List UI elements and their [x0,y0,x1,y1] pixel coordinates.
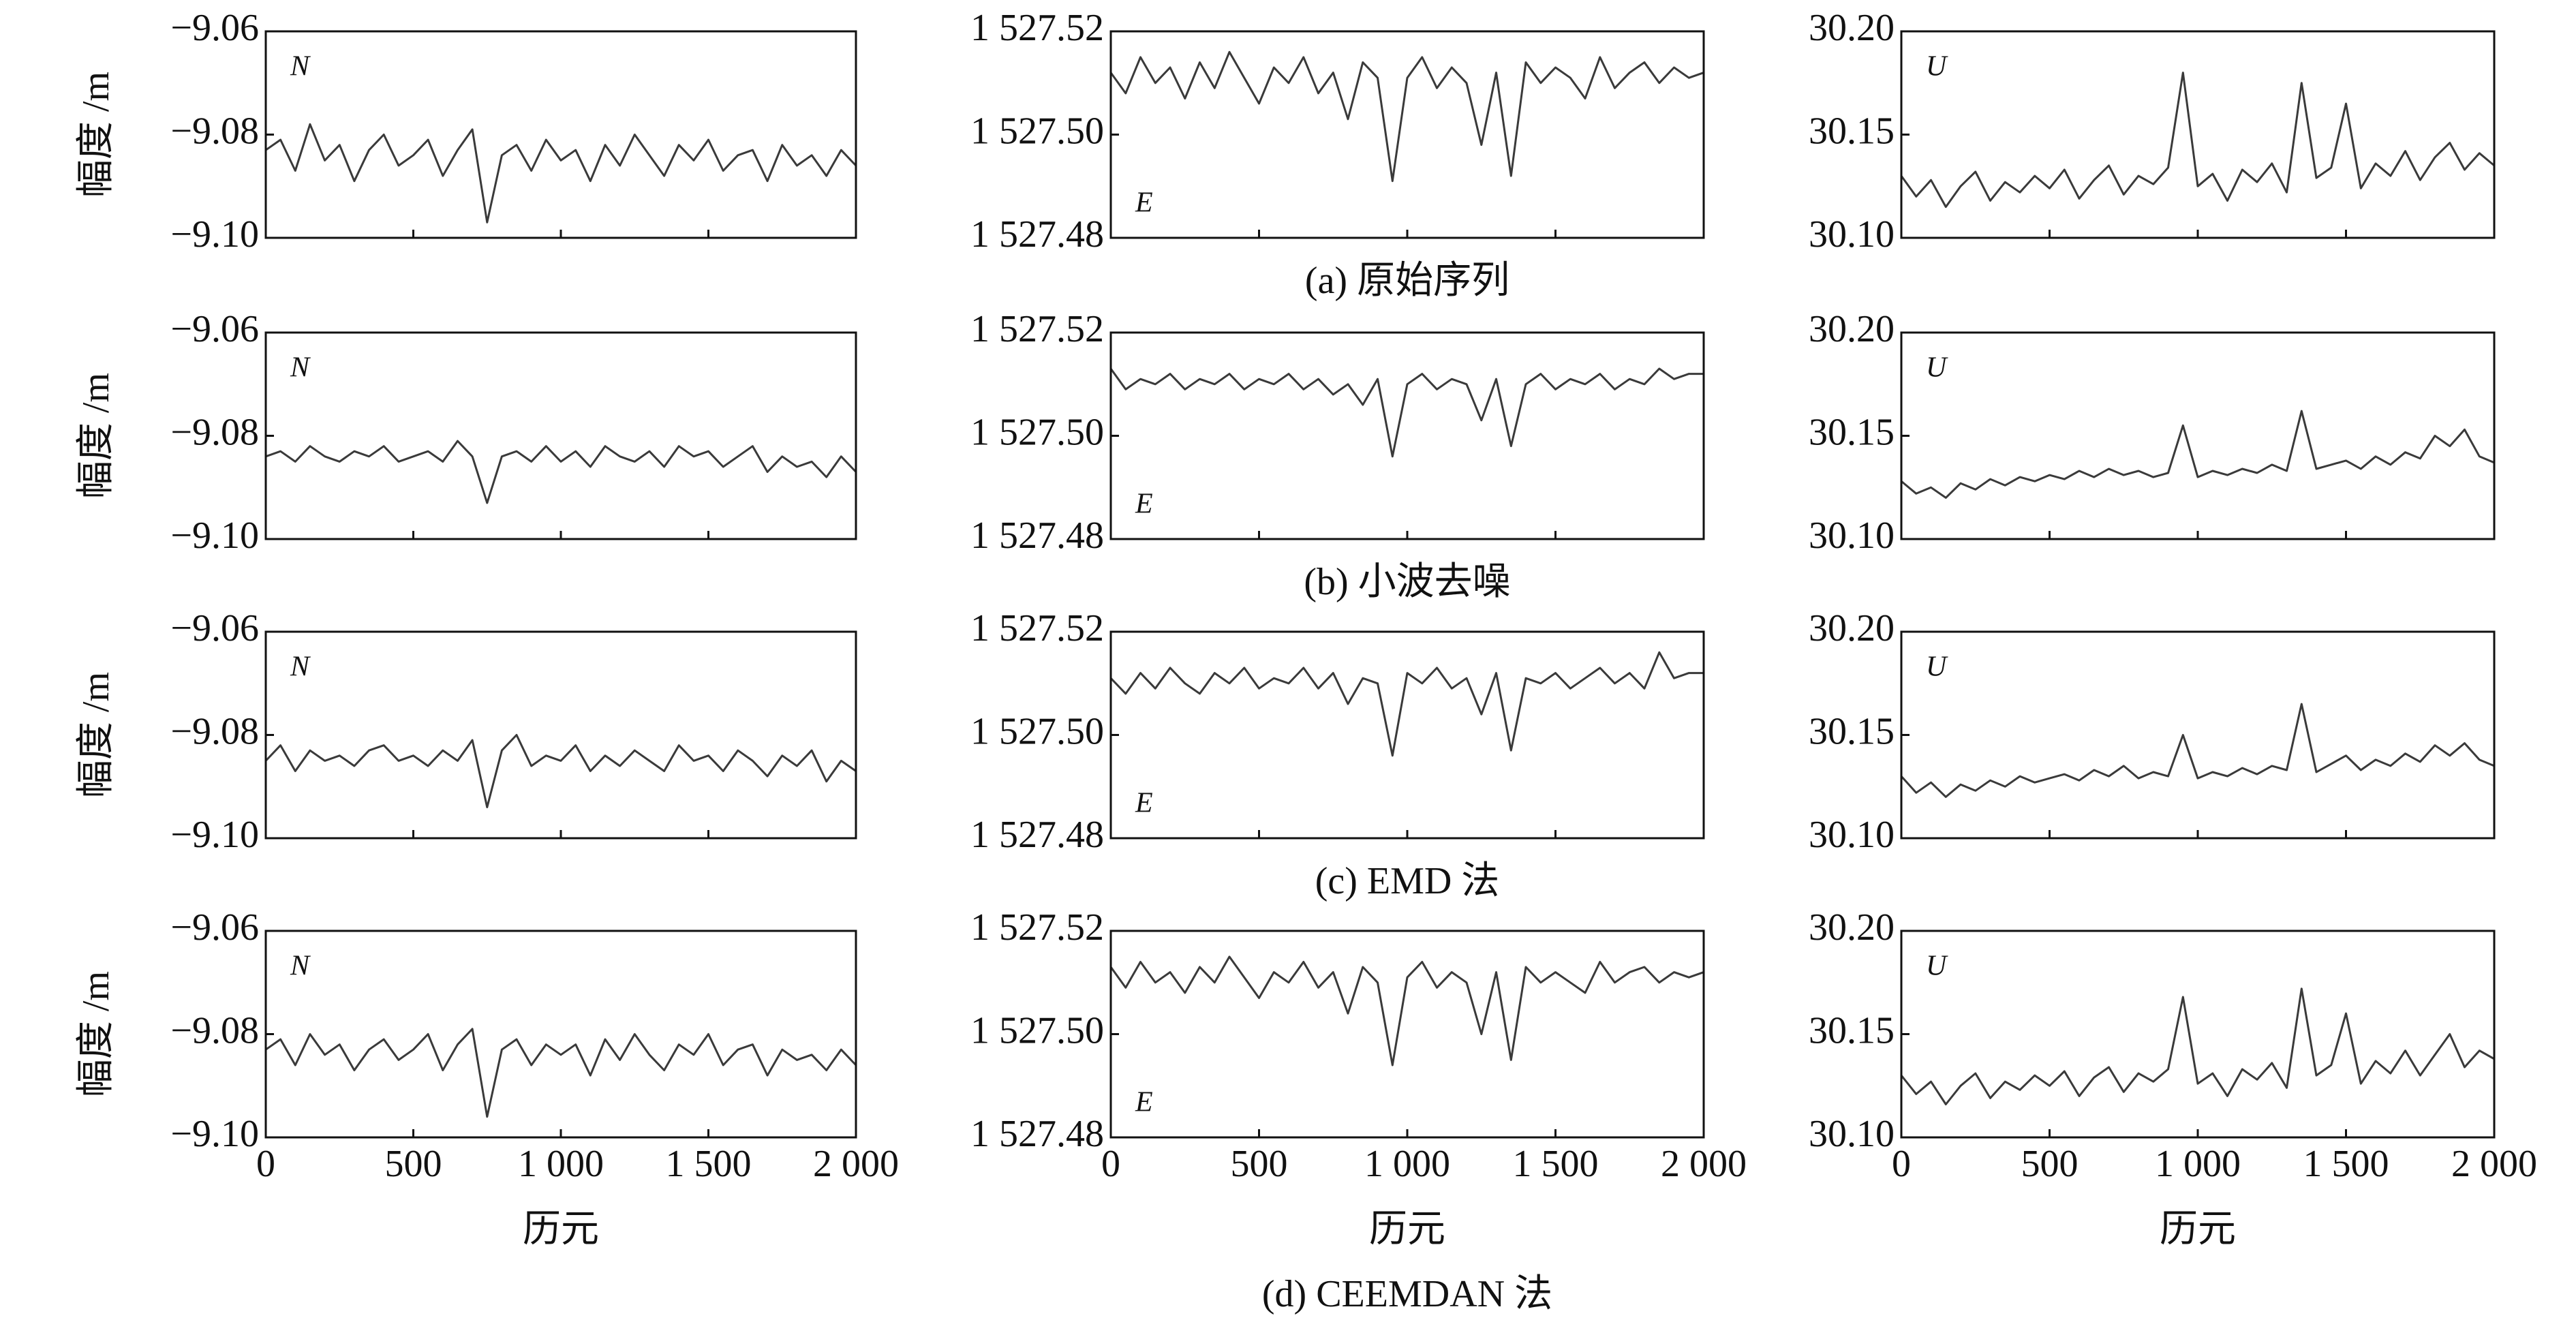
y-tick-label: 30.10 [1809,814,1895,856]
data-line [266,734,856,808]
data-line [1901,72,2494,209]
panel-label: U [1926,651,1948,683]
y-tick-label: 1 527.50 [970,710,1104,752]
y-tick-label: 1 527.50 [970,411,1104,453]
panel-label: E [1135,489,1153,520]
x-tick-label: 1 500 [666,1143,752,1185]
y-axis-label: 幅度 /m [75,971,117,1097]
panel-label: E [1135,187,1153,219]
y-tick-label: 30.20 [1809,7,1895,49]
row-caption: (c) EMD 法 [1315,860,1500,902]
y-tick-label: −9.08 [170,411,259,453]
y-axis-label: 幅度 /m [75,672,117,798]
y-tick-label: −9.10 [170,213,259,256]
x-tick-label: 0 [256,1143,275,1185]
y-axis-label: 幅度 /m [75,72,117,198]
row-caption: (a) 原始序列 [1305,260,1509,302]
y-tick-label: −9.06 [170,906,259,949]
data-line [266,440,856,504]
x-tick-label: 500 [1231,1143,1288,1185]
plot-frame [264,930,857,1139]
data-line [1111,50,1704,183]
plot-frame [1900,331,2496,540]
y-tick-label: 1 527.52 [970,308,1104,350]
y-tick-label: −9.08 [170,1009,259,1052]
y-tick-label: −9.08 [170,710,259,752]
y-tick-label: −9.06 [170,607,259,649]
data-line [1901,410,2494,499]
y-tick-label: 30.10 [1809,515,1895,557]
y-tick-label: −9.08 [170,110,259,152]
data-line [1901,703,2494,798]
y-tick-label: 1 527.50 [970,110,1104,152]
x-tick-label: 1 500 [2303,1143,2389,1185]
x-tick-label: 1 000 [1364,1143,1450,1185]
plot-frame [264,30,857,239]
y-tick-label: 30.20 [1809,607,1895,649]
x-tick-label: 1 000 [518,1143,604,1185]
y-tick-label: −9.06 [170,308,259,350]
plot-frame [1109,331,1705,540]
panel-label: N [290,951,311,982]
row-caption: (d) CEEMDAN 法 [1262,1273,1552,1315]
y-axis-label: 幅度 /m [75,373,117,499]
plot-frame [1900,30,2496,239]
y-tick-label: −9.06 [170,7,259,49]
panel-label: U [1926,352,1948,384]
x-axis-label: 历元 [2160,1208,2236,1250]
x-tick-label: 1 000 [2155,1143,2241,1185]
panel-label: U [1926,51,1948,82]
x-tick-label: 500 [385,1143,442,1185]
plot-frame [264,331,857,540]
x-tick-label: 1 500 [1513,1143,1599,1185]
data-line [1111,651,1704,757]
plot-frame [1900,630,2496,840]
x-tick-label: 2 000 [813,1143,899,1185]
plot-frame [1900,930,2496,1139]
panel-label: N [290,51,311,82]
x-tick-label: 500 [2021,1143,2079,1185]
y-tick-label: 1 527.48 [970,1113,1104,1155]
plot-frame [1109,930,1705,1139]
y-tick-label: −9.10 [170,515,259,557]
x-tick-label: 0 [1101,1143,1120,1185]
data-line [266,1028,856,1118]
x-tick-label: 2 000 [2451,1143,2537,1185]
plot-frame [264,630,857,840]
x-tick-label: 2 000 [1661,1143,1747,1185]
y-tick-label: 30.20 [1809,308,1895,350]
panel-label: N [290,352,311,384]
y-tick-label: 1 527.50 [970,1009,1104,1052]
y-tick-label: −9.10 [170,814,259,856]
panel-label: N [290,651,311,683]
y-tick-label: 1 527.48 [970,213,1104,256]
y-tick-label: 30.15 [1809,1009,1895,1052]
data-line [266,123,856,224]
y-tick-label: 30.20 [1809,906,1895,949]
y-tick-label: 1 527.52 [970,906,1104,949]
x-tick-label: 0 [1892,1143,1911,1185]
y-tick-label: 1 527.52 [970,607,1104,649]
x-axis-label: 历元 [1369,1208,1445,1250]
x-axis-label: 历元 [523,1208,599,1250]
data-line [1901,987,2494,1105]
y-tick-label: −9.10 [170,1113,259,1155]
row-caption: (b) 小波去噪 [1304,561,1510,603]
panel-label: E [1135,788,1153,819]
panel-label: U [1926,951,1948,982]
y-tick-label: 1 527.48 [970,515,1104,557]
y-tick-label: 30.10 [1809,213,1895,256]
plot-frame [1109,630,1705,840]
data-line [1111,955,1704,1066]
y-tick-label: 30.15 [1809,110,1895,152]
data-line [1111,367,1704,458]
y-tick-label: 1 527.52 [970,7,1104,49]
y-tick-label: 1 527.48 [970,814,1104,856]
y-tick-label: 30.10 [1809,1113,1895,1155]
panel-label: E [1135,1087,1153,1118]
y-tick-label: 30.15 [1809,710,1895,752]
y-tick-label: 30.15 [1809,411,1895,453]
